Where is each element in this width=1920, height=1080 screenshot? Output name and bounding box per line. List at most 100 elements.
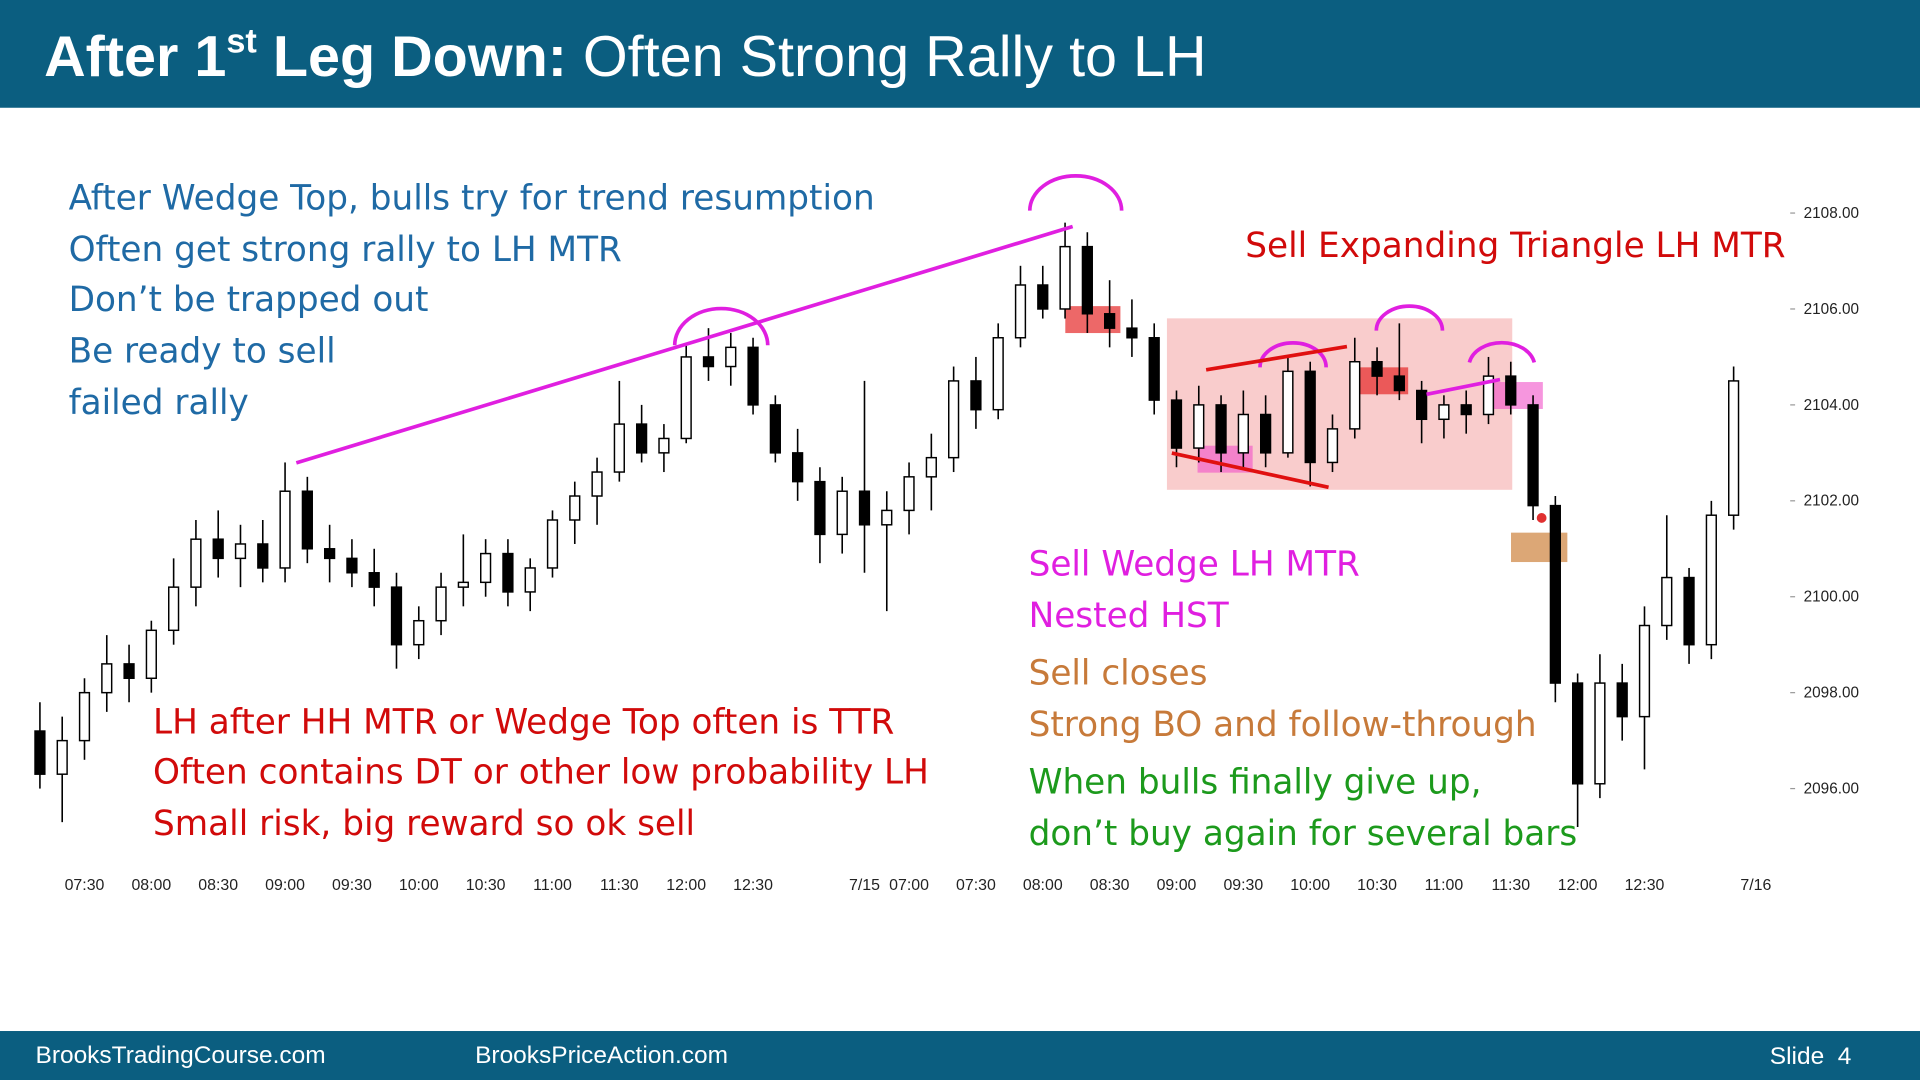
x-tick-label: 12:30 [733, 877, 773, 894]
note: Sell closes [1029, 653, 1208, 693]
candle-body [792, 452, 804, 483]
triangle-line [1171, 451, 1329, 490]
candle-body [925, 456, 937, 478]
wedge-line [1426, 377, 1501, 397]
candle-body [1438, 404, 1450, 421]
candle-body [836, 490, 848, 536]
candle-body [524, 567, 536, 593]
candle-body [1215, 404, 1227, 454]
candle-body [56, 739, 68, 775]
x-tick-label: 10:00 [399, 877, 439, 894]
candle-body [346, 557, 358, 574]
title-rest: Often Strong Rally to LH [567, 25, 1207, 89]
note: Often get strong rally to LH MTR [69, 230, 622, 270]
candle-body [747, 346, 759, 406]
notes: After Wedge Top, bulls try for trend res… [69, 178, 1786, 854]
y-tick: 2100.00 [1790, 589, 1859, 606]
candle-body [725, 346, 737, 368]
footer-bar [0, 1031, 1920, 1080]
x-tick-label: 7/16 [1740, 877, 1771, 894]
candle-body [1170, 399, 1183, 449]
candle-body [1259, 413, 1272, 454]
x-tick-label: 10:30 [1357, 877, 1397, 894]
candle-body [1081, 245, 1093, 315]
candle-body [1059, 245, 1071, 310]
candle-body [1572, 682, 1584, 785]
x-tick-label: 10:00 [1290, 877, 1330, 894]
note: Nested HST [1029, 596, 1230, 636]
candle-body [1482, 375, 1495, 416]
candle-body [413, 619, 425, 646]
candle-body [1371, 360, 1383, 377]
candle-body [480, 552, 492, 584]
note: Often contains DT or other low probabili… [153, 753, 929, 793]
candle-body [1705, 514, 1717, 646]
note: LH after HH MTR or Wedge Top often is TT… [153, 702, 894, 742]
candle-body [34, 730, 46, 775]
candle-body [814, 480, 826, 536]
y-tick-label: 2106.00 [1804, 301, 1859, 318]
candle-body [1683, 576, 1695, 646]
candle-body [78, 691, 91, 742]
candle-body [992, 337, 1004, 411]
wedge-line [295, 224, 1074, 465]
candle-body [1349, 360, 1361, 430]
candle-body [903, 476, 915, 512]
marker [1536, 513, 1547, 523]
note: Be ready to sell [69, 331, 336, 371]
candle-body [168, 586, 180, 632]
candle-body [368, 572, 380, 588]
x-tick-label: 07:30 [956, 877, 996, 894]
candle-body [1326, 428, 1339, 464]
candle-body [1616, 682, 1628, 718]
x-tick-label: 11:00 [1425, 877, 1464, 894]
note: failed rally [69, 383, 249, 423]
x-tick-label: 7/15 [849, 877, 880, 894]
x-tick-label: 09:30 [1223, 877, 1263, 894]
candle-body [457, 581, 469, 588]
candle-body [502, 552, 514, 593]
triangle-line [1205, 344, 1348, 372]
note: Sell Wedge LH MTR [1029, 545, 1360, 585]
candle-body [123, 663, 135, 680]
slide-number: Slide 4 [1770, 1043, 1852, 1070]
x-tick-label: 09:30 [332, 877, 372, 894]
candle-body [1104, 313, 1116, 329]
y-tick: 2108.00 [1790, 205, 1859, 222]
x-tick-label: 08:00 [1023, 877, 1063, 894]
candle-body [658, 437, 670, 454]
candle-body [1282, 370, 1294, 454]
candle-body [1527, 404, 1539, 507]
candle-body [1638, 624, 1651, 718]
x-tick-label: 08:00 [131, 877, 171, 894]
candle-body [1460, 404, 1472, 416]
candle-body [324, 548, 336, 560]
candle-body [1037, 284, 1049, 310]
x-tick-label: 07:30 [65, 877, 105, 894]
candle-body [1014, 284, 1027, 339]
y-tick-label: 2102.00 [1804, 493, 1859, 510]
candle-body [1661, 576, 1673, 627]
x-tick-label: 10:30 [466, 877, 506, 894]
candle-body [569, 495, 581, 521]
candles [34, 222, 1740, 827]
x-tick-label: 12:00 [1558, 877, 1598, 894]
arc [672, 306, 770, 346]
candle-body [1148, 337, 1160, 401]
x-tick-label: 11:30 [600, 877, 639, 894]
candle-body [546, 519, 559, 569]
y-tick-label: 2096.00 [1804, 780, 1859, 797]
candle-body [1505, 375, 1517, 406]
candle-body [1728, 380, 1740, 516]
candle-body [591, 471, 603, 497]
x-tick-label: 09:00 [265, 877, 305, 894]
y-tick: 2106.00 [1790, 301, 1859, 318]
header-bar [0, 0, 1920, 108]
title-bold: After 1 [44, 25, 226, 89]
candle-body [1549, 504, 1561, 684]
y-tick-label: 2098.00 [1804, 685, 1859, 702]
candle-body [680, 356, 692, 440]
y-tick: 2104.00 [1790, 397, 1859, 414]
arc [1467, 340, 1537, 364]
